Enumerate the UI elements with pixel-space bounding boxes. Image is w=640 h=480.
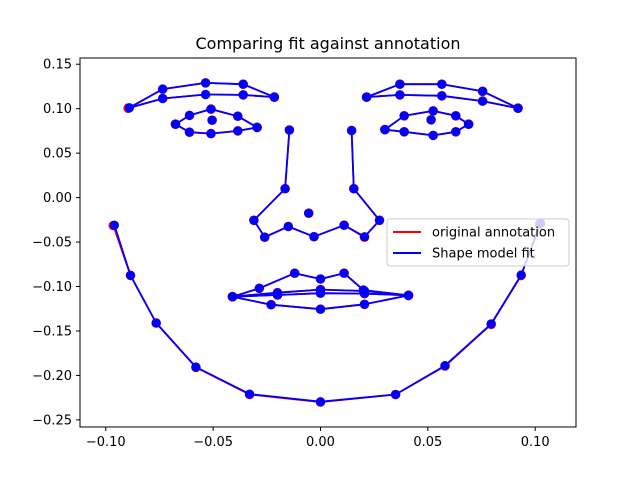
data-point [359, 299, 370, 309]
data-point [254, 283, 264, 293]
data-point [170, 119, 181, 129]
y-tick-label: 0.00 [43, 191, 72, 206]
data-point [233, 126, 243, 136]
data-point [184, 127, 195, 137]
data-point [109, 220, 119, 230]
data-point [391, 389, 401, 400]
data-point [380, 125, 390, 135]
data-point [440, 361, 450, 371]
data-point [238, 79, 248, 89]
data-layer [108, 78, 546, 407]
data-point [478, 96, 488, 106]
y-tick-label: −0.05 [32, 236, 72, 251]
data-point [516, 270, 526, 280]
data-point [238, 90, 248, 100]
data-point [201, 78, 211, 88]
data-point [227, 292, 238, 302]
data-point [428, 106, 438, 116]
y-tick-label: −0.20 [32, 369, 72, 384]
data-point [399, 127, 409, 137]
data-point [315, 274, 326, 284]
data-point [260, 232, 270, 242]
data-point [315, 397, 326, 407]
data-point [395, 79, 405, 89]
data-point [395, 90, 405, 100]
data-point [315, 288, 326, 298]
x-tick-label: −0.10 [86, 435, 126, 450]
data-point [184, 110, 195, 120]
data-point [284, 125, 294, 135]
data-point [283, 221, 293, 232]
y-tick-label: −0.15 [32, 324, 72, 339]
data-point [201, 89, 211, 100]
y-axis: −0.25 −0.20 −0.15 −0.10 −0.05 0.00 0.05 0.10 0.1… [32, 58, 80, 428]
y-tick-label: 0.15 [43, 58, 72, 73]
data-point [233, 111, 243, 121]
data-point [207, 115, 217, 125]
data-point [437, 91, 447, 101]
data-point [451, 127, 461, 137]
data-point [269, 92, 279, 102]
legend: original annotation Shape model fit [386, 218, 570, 267]
data-point [158, 84, 168, 94]
data-point [486, 319, 496, 329]
series-fit [109, 78, 546, 407]
x-tick-label: −0.05 [193, 435, 233, 450]
data-point [315, 304, 326, 314]
data-point [374, 215, 385, 225]
x-tick-label: 0.00 [306, 435, 335, 450]
data-point [403, 290, 414, 300]
data-point [280, 184, 290, 194]
data-point [158, 93, 168, 104]
legend-label: Shape model fit [432, 247, 535, 262]
data-point [249, 215, 259, 225]
legend-box [386, 218, 570, 267]
y-tick-label: 0.10 [43, 102, 72, 117]
data-point [426, 115, 436, 125]
data-point [437, 79, 447, 89]
data-point [245, 389, 255, 399]
data-point [266, 300, 276, 310]
data-point [191, 362, 201, 372]
data-point [339, 268, 349, 278]
data-point [359, 232, 370, 242]
data-point [478, 86, 488, 96]
x-tick-label: 0.10 [521, 435, 550, 450]
data-point [464, 119, 474, 129]
data-point [125, 270, 136, 280]
data-point [399, 111, 409, 121]
y-tick-label: 0.05 [43, 147, 72, 162]
data-point [347, 125, 357, 136]
legend-label: original annotation [432, 226, 555, 241]
data-point [513, 103, 523, 113]
data-point [151, 318, 161, 328]
data-point [304, 208, 314, 218]
data-point [339, 220, 349, 230]
data-point [451, 111, 461, 121]
data-point [362, 92, 372, 102]
data-point [206, 129, 216, 139]
data-point [252, 122, 262, 132]
data-point [309, 232, 319, 242]
x-tick-label: 0.05 [413, 435, 442, 450]
y-tick-label: −0.25 [32, 413, 72, 428]
chart-title: Comparing fit against annotation [196, 34, 461, 53]
data-point [124, 103, 134, 113]
data-point [349, 184, 359, 194]
y-tick-label: −0.10 [32, 280, 72, 295]
data-point [290, 268, 300, 278]
data-point [359, 289, 370, 299]
data-point [206, 104, 216, 114]
x-axis: −0.10 −0.05 0.00 0.05 0.10 [86, 427, 550, 450]
data-point [428, 130, 438, 140]
data-point [272, 290, 283, 300]
